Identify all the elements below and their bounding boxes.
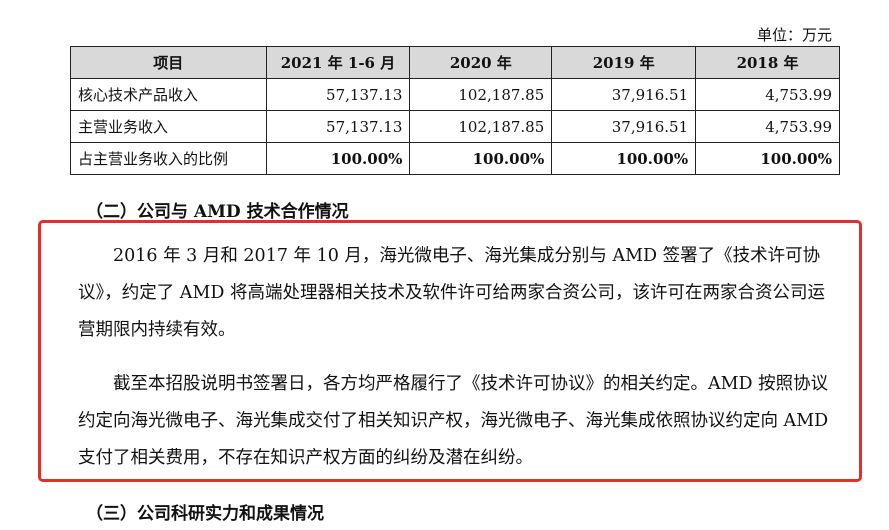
highlight-frame: [38, 220, 862, 482]
table-cell: 100.00%: [409, 142, 553, 175]
row-label: 主营业务收入: [70, 110, 267, 143]
header-2018: 2018 年: [695, 46, 840, 79]
row-label: 核心技术产品收入: [70, 78, 267, 111]
unit-label: 单位：万元: [756, 26, 832, 44]
table-cell: 4,753.99: [695, 110, 840, 143]
header-2021h1: 2021 年 1-6 月: [265, 46, 411, 79]
table-cell: 57,137.13: [265, 110, 411, 143]
header-item: 项目: [70, 46, 267, 79]
table-header-row: 项目 2021 年 1-6 月 2020 年 2019 年 2018 年: [70, 46, 840, 79]
table-cell: 4,753.99: [695, 78, 840, 111]
table-cell: 37,916.51: [551, 110, 697, 143]
header-2019: 2019 年: [551, 46, 697, 79]
table-cell: 37,916.51: [551, 78, 697, 111]
table-cell: 100.00%: [265, 142, 411, 175]
table-row: 核心技术产品收入 57,137.13 102,187.85 37,916.51 …: [70, 78, 840, 111]
table-cell: 102,187.85: [409, 78, 553, 111]
row-label: 占主营业务收入的比例: [70, 142, 267, 175]
table-cell: 100.00%: [551, 142, 697, 175]
section-heading-amd: （二）公司与 AMD 技术合作情况: [86, 202, 349, 222]
table-cell: 102,187.85: [409, 110, 553, 143]
table-cell: 100.00%: [695, 142, 840, 175]
paragraph-compliance: 截至本招股说明书签署日，各方均严格履行了《技术许可协议》的相关约定。AMD 按照…: [78, 374, 829, 468]
table-row: 主营业务收入 57,137.13 102,187.85 37,916.51 4,…: [70, 110, 840, 143]
paragraph-license: 2016 年 3 月和 2017 年 10 月，海光微电子、海光集成分别与 AM…: [78, 246, 825, 340]
revenue-table: 项目 2021 年 1-6 月 2020 年 2019 年 2018 年 核心技…: [70, 46, 840, 175]
table-cell: 57,137.13: [265, 78, 411, 111]
table-row: 占主营业务收入的比例 100.00% 100.00% 100.00% 100.0…: [70, 142, 840, 175]
section-heading-research: （三）公司科研实力和成果情况: [86, 504, 324, 524]
header-2020: 2020 年: [409, 46, 553, 79]
